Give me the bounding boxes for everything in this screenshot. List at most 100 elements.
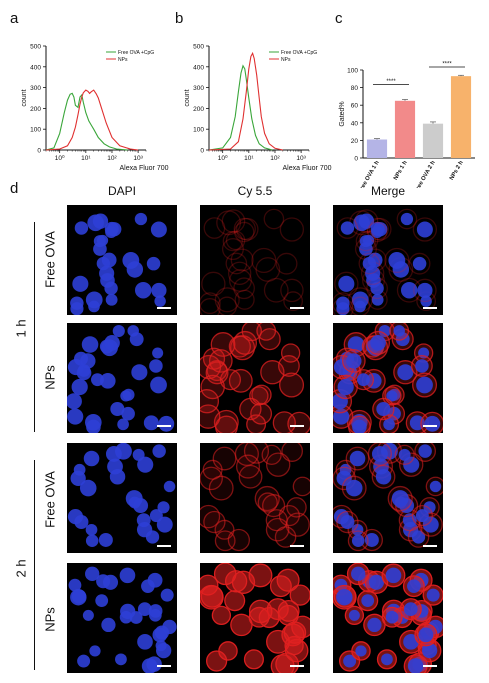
cell-nucleus	[82, 609, 94, 621]
scale-bar	[157, 307, 171, 309]
cell-cytoplasm	[228, 335, 251, 358]
cell-nucleus	[423, 501, 436, 514]
cell-nucleus	[385, 610, 399, 624]
cell-cytoplasm	[287, 411, 310, 433]
cell-nucleus	[158, 415, 175, 432]
cell-cytoplasm	[200, 298, 221, 315]
x-tick-label: 10¹	[81, 155, 91, 162]
cell-cytoplasm	[230, 248, 254, 272]
cell-cytoplasm	[281, 443, 304, 462]
y-tick-label: 0	[37, 148, 41, 155]
cell-cytoplasm	[208, 475, 234, 501]
bar	[422, 123, 444, 158]
cell-nucleus	[150, 376, 167, 394]
cell-nucleus	[347, 336, 365, 353]
cell-nucleus	[117, 418, 129, 431]
cell-nucleus	[429, 480, 442, 493]
scale-bar	[290, 545, 304, 547]
cell-nucleus	[85, 523, 98, 536]
cell-cytoplasm	[221, 238, 244, 261]
y-tick-label: 400	[193, 64, 204, 71]
cell-cytoplasm	[227, 261, 252, 286]
cell-cytoplasm	[283, 291, 303, 312]
cell-cytoplasm	[269, 575, 292, 598]
column-header-dapi: DAPI	[107, 184, 136, 198]
x-tick-label: 10⁰	[218, 154, 228, 162]
cell-nucleus	[386, 390, 398, 402]
cell-nucleus	[85, 534, 99, 548]
cell-nucleus	[81, 336, 99, 353]
cell-nucleus	[119, 610, 133, 624]
micrograph-image	[333, 323, 443, 433]
cell-cytoplasm	[219, 369, 242, 391]
bar	[394, 100, 416, 158]
cell-nucleus	[371, 293, 384, 306]
cell-nucleus	[383, 418, 395, 431]
panel-d-letter: d	[10, 180, 19, 197]
x-axis-label: Alexa Fluor 700	[119, 165, 168, 172]
cell-nucleus	[74, 514, 89, 530]
cell-nucleus	[91, 373, 104, 387]
y-tick-label: 200	[193, 106, 204, 113]
x-tick-label: 10³	[296, 155, 306, 162]
y-tick-label: 500	[30, 44, 41, 51]
cell-nucleus	[416, 376, 433, 394]
cell-nucleus	[411, 530, 426, 544]
cell-cytoplasm	[251, 247, 277, 274]
cell-nucleus	[105, 446, 122, 462]
cell-cytoplasm	[230, 613, 253, 637]
micrograph-nps-1h-merge	[333, 323, 443, 433]
cell-nucleus	[145, 530, 160, 544]
cell-nucleus	[418, 444, 432, 458]
cell-nucleus	[105, 225, 118, 239]
x-tick-label: 10²	[270, 155, 280, 162]
micrograph-image	[200, 443, 310, 552]
micrograph-free-ova-1h-merge	[333, 205, 443, 315]
cell-cytoplasm	[200, 404, 221, 429]
cell-cytoplasm	[254, 485, 280, 512]
cell-cytoplasm	[214, 530, 236, 552]
cell-nucleus	[368, 574, 385, 590]
cell-nucleus	[151, 282, 167, 299]
cell-cytoplasm	[248, 563, 273, 588]
cell-nucleus	[149, 359, 163, 373]
cell-cytoplasm	[412, 217, 438, 242]
cell-nucleus	[333, 358, 350, 376]
category-label: NPs 2 h	[449, 160, 465, 182]
cell-cytoplasm	[366, 221, 388, 243]
panel-a-letter: a	[10, 10, 19, 27]
cell-nucleus	[115, 653, 127, 666]
cell-cytoplasm	[266, 598, 289, 621]
cell-nucleus	[367, 617, 382, 633]
cell-nucleus	[357, 373, 370, 387]
cell-nucleus	[403, 602, 418, 616]
cell-cytoplasm	[350, 296, 370, 315]
cell-nucleus	[112, 324, 125, 338]
cell-nucleus	[398, 448, 411, 461]
y-tick-label: 200	[30, 106, 41, 113]
cell-nucleus	[127, 325, 139, 337]
cell-nucleus	[68, 578, 82, 592]
cell-cytoplasm	[250, 402, 273, 425]
cell-nucleus	[160, 588, 174, 602]
cell-cytoplasm	[413, 278, 437, 303]
row-label-nps-2h: NPs	[42, 607, 58, 632]
micrograph-nps-2h-dapi	[67, 563, 177, 673]
row-label-nps-1h: NPs	[42, 365, 58, 390]
cell-cytoplasm	[278, 355, 300, 377]
cell-cytoplasm	[289, 584, 310, 606]
cell-nucleus	[336, 589, 353, 606]
cell-nucleus	[100, 373, 116, 389]
legend-entry: Free OVA +CpG	[281, 50, 317, 56]
cell-nucleus	[98, 532, 113, 547]
cell-nucleus	[375, 468, 392, 485]
cell-nucleus	[105, 293, 118, 306]
cell-cytoplasm	[238, 464, 263, 489]
y-tick-label: 100	[193, 127, 204, 134]
cell-cytoplasm	[203, 217, 226, 239]
cell-nucleus	[109, 468, 126, 485]
cell-nucleus	[131, 364, 148, 381]
cell-cytoplasm	[239, 397, 262, 421]
cell-nucleus	[71, 378, 88, 396]
category-label: NPs 1 h	[393, 160, 409, 182]
